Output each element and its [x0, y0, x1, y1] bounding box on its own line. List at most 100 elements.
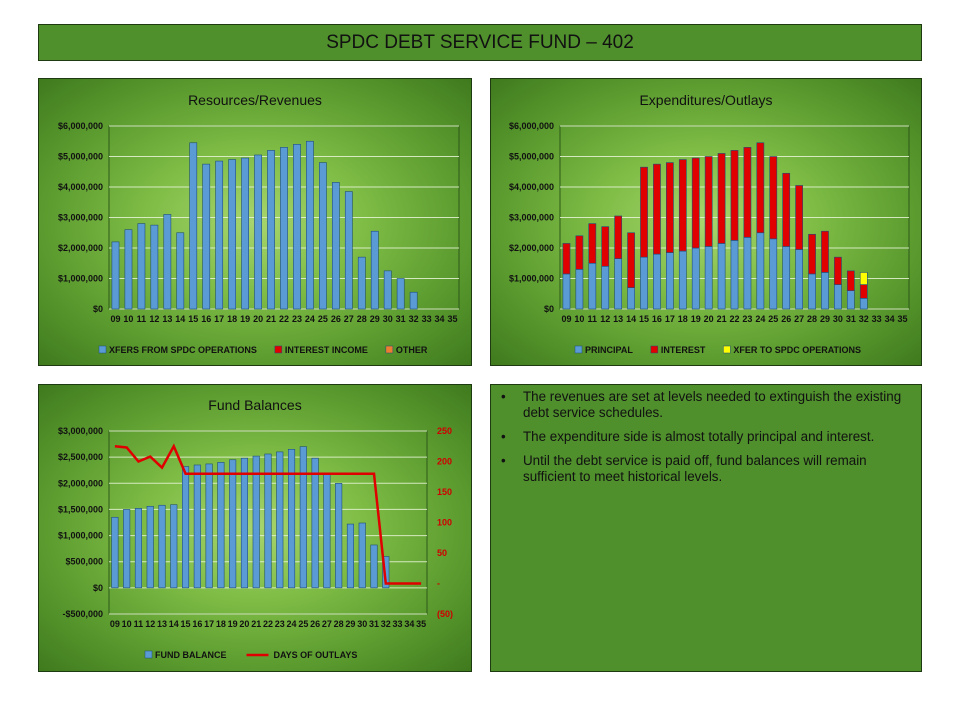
legend-swatch — [574, 345, 583, 354]
x-tick-label: 14 — [175, 314, 185, 324]
y2-tick-label: 150 — [437, 487, 452, 497]
x-tick-label: 27 — [322, 619, 332, 629]
legend-label: OTHER — [396, 345, 428, 355]
legend-label: XFER TO SPDC OPERATIONS — [733, 345, 861, 355]
bar — [335, 482, 343, 589]
y-tick-label: $2,000,000 — [58, 478, 103, 488]
x-tick-label: 12 — [600, 314, 610, 324]
bar — [782, 172, 791, 247]
x-tick-label: 32 — [409, 314, 419, 324]
y-tick-label: $3,000,000 — [509, 213, 554, 223]
bar — [653, 163, 661, 255]
x-tick-label: 21 — [266, 314, 276, 324]
bar — [588, 223, 597, 264]
y2-tick-label: 200 — [437, 457, 452, 467]
x-tick-label: 12 — [149, 314, 159, 324]
x-tick-label: 26 — [331, 314, 341, 324]
bar — [640, 256, 648, 310]
x-tick-label: 28 — [357, 314, 367, 324]
bullet-icon: • — [501, 453, 506, 468]
bar — [323, 472, 331, 589]
x-tick-label: 33 — [872, 314, 882, 324]
bar — [859, 272, 868, 285]
y-tick-label: $2,500,000 — [58, 452, 103, 462]
y-tick-label: $1,500,000 — [58, 504, 103, 514]
note-item: • The revenues are set at levels needed t… — [501, 389, 911, 421]
bar — [704, 246, 713, 310]
x-tick-label: 30 — [357, 619, 367, 629]
x-tick-label: 14 — [169, 619, 179, 629]
legend-label: XFERS FROM SPDC OPERATIONS — [109, 345, 257, 355]
x-tick-label: 15 — [639, 314, 649, 324]
bar — [396, 278, 405, 310]
x-tick-label: 14 — [626, 314, 636, 324]
bar — [808, 233, 816, 275]
bar — [241, 157, 249, 310]
x-tick-label: 18 — [216, 619, 226, 629]
x-tick-label: 13 — [613, 314, 623, 324]
note-item: • Until the debt service is paid off, fun… — [501, 453, 911, 485]
x-tick-label: 12 — [145, 619, 155, 629]
bar — [217, 462, 225, 589]
bar — [769, 238, 778, 310]
x-tick-label: 33 — [422, 314, 432, 324]
legend-label: INTEREST INCOME — [285, 345, 368, 355]
x-tick-label: 11 — [137, 314, 147, 324]
x-tick-label: 35 — [448, 314, 458, 324]
x-tick-label: 18 — [678, 314, 688, 324]
x-tick-label: 24 — [287, 619, 297, 629]
bar — [146, 505, 154, 589]
note-text: The revenues are set at levels needed to… — [523, 389, 902, 420]
note-item: • The expenditure side is almost totally … — [501, 429, 911, 445]
x-tick-label: 09 — [110, 619, 120, 629]
bar — [730, 150, 739, 241]
y-tick-label: $1,000,000 — [58, 274, 103, 284]
bar — [846, 270, 855, 292]
x-tick-label: 16 — [201, 314, 211, 324]
bar — [730, 240, 739, 310]
bar — [228, 159, 237, 310]
y-tick-label: $1,000,000 — [509, 274, 554, 284]
bar — [795, 185, 803, 250]
bar — [134, 508, 142, 589]
x-tick-label: 17 — [204, 619, 214, 629]
bar — [170, 504, 178, 589]
bar — [704, 156, 713, 247]
y2-tick-label: (50) — [437, 609, 453, 619]
bar — [808, 273, 816, 310]
bar — [370, 544, 378, 589]
bar — [254, 154, 262, 310]
y2-tick-label: 100 — [437, 518, 452, 528]
bar — [627, 232, 635, 288]
x-tick-label: 21 — [251, 619, 261, 629]
x-tick-label: 26 — [781, 314, 791, 324]
y-tick-label: $6,000,000 — [58, 121, 103, 131]
bar — [666, 162, 674, 253]
bar — [150, 224, 159, 310]
x-tick-label: 29 — [820, 314, 830, 324]
y-tick-label: $4,000,000 — [58, 182, 103, 192]
note-text: Until the debt service is paid off, fund… — [523, 453, 867, 484]
bar — [717, 153, 726, 244]
y2-tick-label: 250 — [437, 426, 452, 436]
x-tick-label: 10 — [574, 314, 584, 324]
x-tick-label: 23 — [292, 314, 302, 324]
x-tick-label: 30 — [833, 314, 843, 324]
x-tick-label: 33 — [393, 619, 403, 629]
bullet-icon: • — [501, 429, 506, 444]
y-tick-label: $4,000,000 — [509, 182, 554, 192]
bar — [769, 156, 778, 240]
x-tick-label: 22 — [279, 314, 289, 324]
x-tick-label: 20 — [239, 619, 249, 629]
slide-title: SPDC DEBT SERVICE FUND – 402 — [38, 24, 922, 61]
bar — [202, 163, 211, 310]
bar — [189, 142, 198, 310]
bar — [215, 160, 224, 310]
bar — [678, 250, 687, 310]
bar — [358, 522, 366, 589]
x-tick-label: 32 — [859, 314, 869, 324]
bar — [795, 249, 803, 310]
x-tick-label: 11 — [588, 314, 598, 324]
bar — [601, 226, 610, 267]
x-tick-label: 34 — [885, 314, 895, 324]
